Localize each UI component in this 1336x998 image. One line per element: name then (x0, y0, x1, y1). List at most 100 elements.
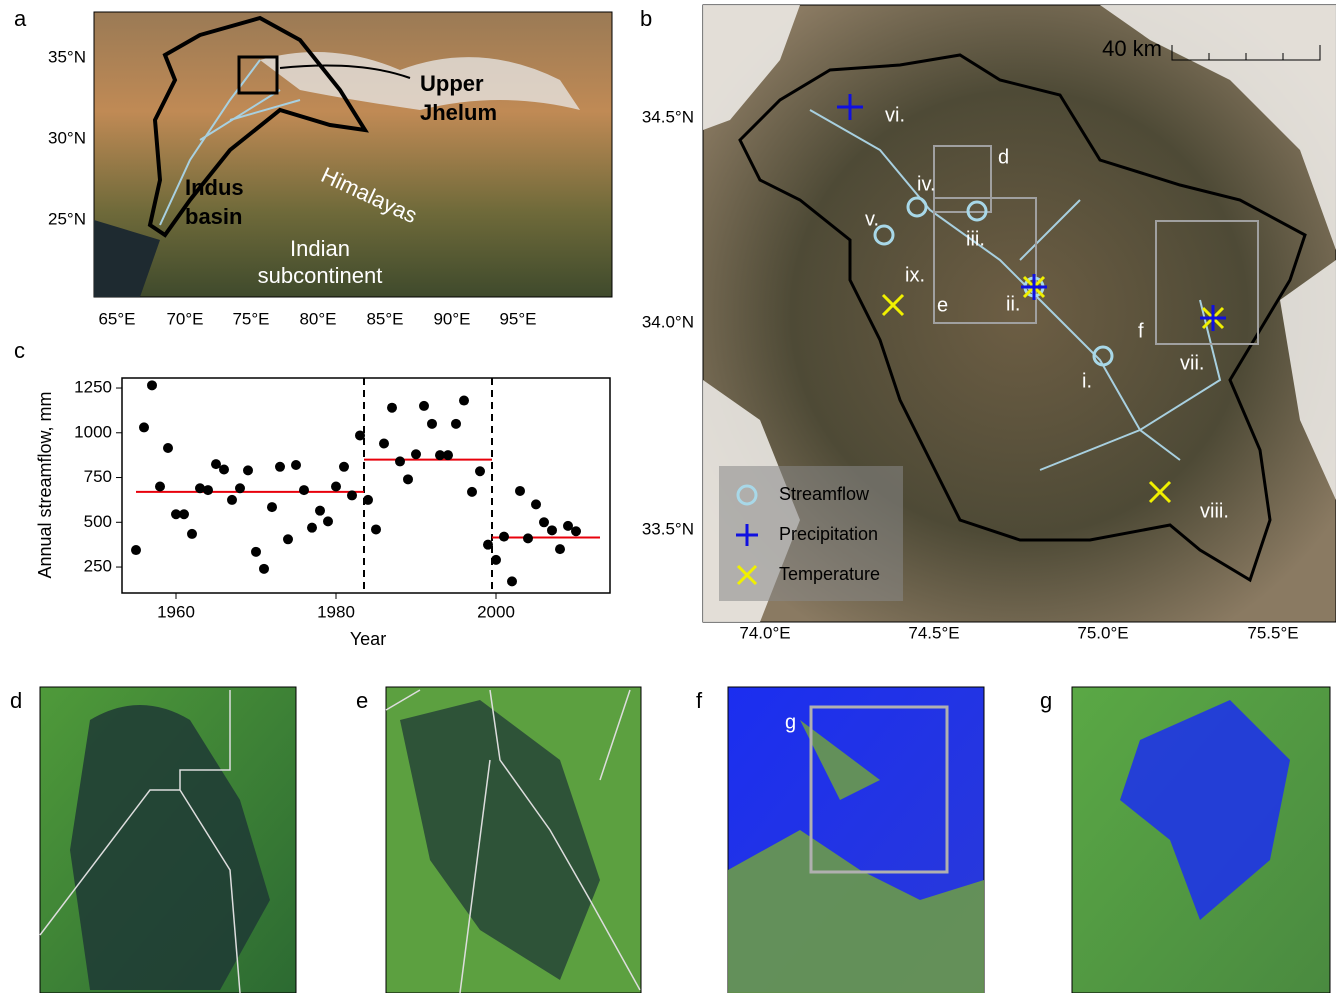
legend-label: Streamflow (779, 484, 870, 504)
data-point (259, 564, 269, 574)
data-point (275, 462, 285, 472)
data-point (403, 474, 413, 484)
data-point (315, 506, 325, 516)
x-axis-label: Year (350, 629, 386, 649)
lat-label: 33.5°N (642, 519, 694, 538)
data-point (379, 439, 389, 449)
insets: g (40, 687, 1330, 993)
annotation: Indian (290, 236, 350, 261)
data-point (155, 481, 165, 491)
data-point (547, 525, 557, 535)
data-point (243, 465, 253, 475)
data-point (483, 540, 493, 550)
lat-label: 35°N (48, 47, 86, 66)
lon-label: 65°E (98, 309, 135, 328)
data-point (187, 529, 197, 539)
box-label: e (937, 294, 948, 316)
data-point (139, 422, 149, 432)
figure: a b c d e f g Upper Jhelum Indus basin H… (0, 0, 1336, 993)
legend-label: Precipitation (779, 524, 878, 544)
data-point (307, 523, 317, 533)
x-tick-label: 1980 (317, 602, 355, 621)
lat-label: 34.0°N (642, 312, 694, 331)
data-point (251, 547, 261, 557)
data-point (427, 419, 437, 429)
map-a: Upper Jhelum Indus basin Himalayas India… (48, 12, 612, 328)
box-label: f (1138, 320, 1144, 342)
data-point (147, 380, 157, 390)
data-point (203, 485, 213, 495)
data-point (339, 462, 349, 472)
lon-label: 74.5°E (908, 623, 959, 642)
data-point (323, 516, 333, 526)
site-label: ix. (905, 264, 925, 286)
panel-label: c (14, 338, 25, 363)
annotation: Upper (420, 71, 484, 96)
panel-label: b (640, 6, 652, 31)
data-point (491, 555, 501, 565)
data-point (395, 456, 405, 466)
data-point (443, 450, 453, 460)
annotation: Jhelum (420, 100, 497, 125)
lon-label: 85°E (366, 309, 403, 328)
data-point (451, 419, 461, 429)
lon-label: 95°E (499, 309, 536, 328)
scale-label: 40 km (1102, 36, 1162, 61)
box-label: g (785, 711, 796, 733)
site-label: iv. (917, 173, 936, 195)
panel-label: a (14, 6, 27, 31)
site-label: vi. (885, 104, 905, 126)
y-tick-label: 500 (84, 512, 112, 531)
lon-label: 75.5°E (1247, 623, 1298, 642)
panel-label: g (1040, 688, 1052, 713)
site-label: ii. (1006, 293, 1020, 315)
data-point (555, 544, 565, 554)
lat-label: 30°N (48, 128, 86, 147)
data-point (523, 533, 533, 543)
data-point (419, 401, 429, 411)
annotation: basin (185, 204, 242, 229)
lat-label: 34.5°N (642, 107, 694, 126)
site-label: iii. (966, 228, 985, 250)
data-point (299, 485, 309, 495)
data-point (411, 449, 421, 459)
x-tick-label: 2000 (477, 602, 515, 621)
site-label: v. (865, 208, 879, 230)
panel-label: d (10, 688, 22, 713)
data-point (571, 526, 581, 536)
lon-label: 75°E (232, 309, 269, 328)
data-point (331, 481, 341, 491)
data-point (235, 483, 245, 493)
data-point (355, 430, 365, 440)
data-point (459, 396, 469, 406)
y-axis-label: Annual streamflow, mm (35, 391, 55, 578)
lon-labels: 65°E 70°E 75°E 80°E 85°E 90°E 95°E (98, 309, 536, 328)
legend-label: Temperature (779, 564, 880, 584)
data-point (499, 532, 509, 542)
y-tick-label: 250 (84, 557, 112, 576)
lon-label: 75.0°E (1077, 623, 1128, 642)
data-point (539, 517, 549, 527)
map-b: d e f i.ii.iii.iv.v.vi.vii.viii.ix. 40 k… (642, 5, 1336, 642)
data-point (131, 545, 141, 555)
annotation: Indus (185, 175, 244, 200)
site-label: viii. (1200, 500, 1229, 522)
lon-label: 80°E (299, 309, 336, 328)
y-tick-label: 750 (84, 467, 112, 486)
map-image (94, 12, 612, 297)
data-point (515, 486, 525, 496)
y-tick-label: 1250 (74, 378, 112, 397)
x-tick-label: 1960 (157, 602, 195, 621)
data-point (363, 495, 373, 505)
lon-label: 90°E (433, 309, 470, 328)
lon-label: 70°E (166, 309, 203, 328)
scatter-chart: Year Annual streamflow, mm 250 500 750 1000… (35, 378, 610, 649)
site-label: vii. (1180, 352, 1204, 374)
panel-label: f (696, 688, 703, 713)
data-point (267, 502, 277, 512)
data-point (467, 487, 477, 497)
data-point (163, 443, 173, 453)
y-tick-label: 1000 (74, 422, 112, 441)
site-label: i. (1082, 370, 1092, 392)
data-point (531, 499, 541, 509)
